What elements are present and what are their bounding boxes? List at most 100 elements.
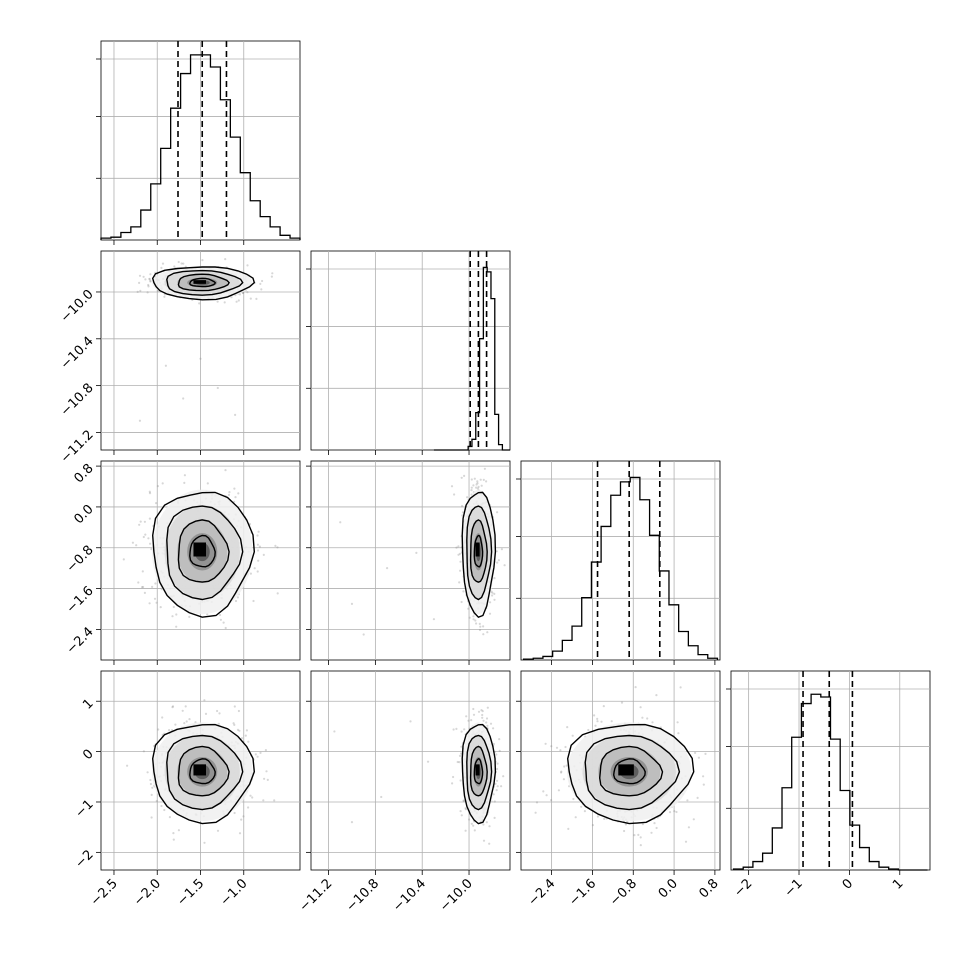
y-tick-label-1-2: −10.4: [58, 334, 97, 373]
contour-level-1: [177, 273, 230, 292]
contour-level-2: [166, 269, 244, 296]
sample-point: [160, 804, 163, 808]
density-peak: [475, 542, 480, 557]
histogram-panel-3: [726, 670, 931, 875]
sample-point: [620, 701, 624, 704]
sample-point: [148, 278, 151, 281]
x-tick-label-2-3: 0.0: [656, 876, 681, 901]
sample-point: [155, 799, 158, 803]
scatter-panel-1-3: [306, 670, 511, 875]
sample-point: [452, 775, 455, 779]
sample-point: [673, 810, 676, 813]
sample-point: [461, 511, 465, 514]
outlier-point-2: [415, 551, 418, 554]
sample-point: [474, 619, 477, 622]
sample-point: [480, 484, 483, 487]
sample-point: [260, 288, 263, 291]
sample-point: [470, 478, 473, 481]
sample-point: [624, 823, 628, 826]
sample-point: [263, 777, 266, 780]
sample-point: [142, 585, 145, 589]
x-tick-label-0-1: −2.0: [131, 876, 164, 909]
y-tick-label-1-1: −10.8: [58, 381, 97, 420]
sample-point: [161, 716, 164, 719]
sample-point: [686, 799, 689, 802]
sample-point: [489, 722, 493, 725]
sample-point: [497, 559, 500, 562]
sample-point: [251, 796, 254, 799]
sample-point: [171, 705, 175, 708]
x-tick-label-0-3: −1.0: [218, 876, 251, 909]
sample-point: [467, 607, 470, 610]
sample-point: [451, 782, 454, 785]
y-tick-label-2-4: 0.8: [71, 461, 96, 486]
sample-point: [684, 840, 688, 843]
sample-point: [458, 552, 461, 555]
x-tick-label-1-1: −10.8: [343, 876, 382, 915]
sample-point: [148, 492, 152, 495]
x-tick-label-0-0: −2.5: [88, 876, 121, 909]
sample-point: [137, 581, 140, 584]
sample-point: [188, 615, 191, 619]
sample-point: [486, 631, 489, 634]
histogram-step-2: [522, 476, 719, 660]
sample-point: [496, 561, 499, 564]
scatter-panel-1-2: [306, 460, 511, 665]
sample-point: [257, 559, 260, 562]
sample-point: [153, 597, 157, 600]
sample-point: [495, 753, 498, 756]
sample-point: [485, 721, 488, 724]
sample-point: [151, 786, 154, 789]
sample-point: [276, 546, 279, 549]
sample-point: [236, 728, 240, 732]
sample-point: [198, 302, 201, 305]
sample-point: [479, 478, 482, 481]
sample-point: [149, 279, 152, 282]
contour-level-1: [469, 519, 488, 583]
sample-point: [149, 778, 152, 782]
scatter-panel-2-3: [516, 670, 721, 875]
sample-point: [475, 486, 478, 489]
sample-point: [180, 262, 183, 265]
sample-point: [249, 297, 252, 300]
sample-point: [460, 814, 463, 817]
sample-point: [488, 612, 492, 615]
sample-point: [237, 492, 240, 495]
histogram-panel-1-frame: [310, 250, 511, 451]
sample-point: [493, 598, 496, 601]
y-tick-label-3-3: 1: [80, 696, 96, 712]
sample-point: [459, 560, 462, 563]
sample-point: [264, 749, 267, 752]
sample-point: [633, 834, 636, 837]
sample-point: [486, 706, 489, 709]
sample-point: [496, 762, 499, 765]
sample-point: [126, 764, 129, 767]
sample-point: [587, 728, 590, 732]
sample-point: [676, 721, 679, 724]
sample-point: [155, 601, 158, 604]
sample-point: [244, 734, 247, 737]
sample-point: [458, 581, 461, 584]
sample-point: [142, 275, 145, 278]
sample-point: [227, 493, 231, 496]
sample-point: [696, 796, 699, 800]
sample-point: [256, 549, 260, 552]
sample-point: [148, 277, 151, 280]
sample-point: [583, 810, 587, 813]
sample-point: [172, 838, 175, 841]
sample-point: [646, 717, 649, 720]
sample-point: [256, 570, 259, 573]
sample-point: [237, 299, 240, 302]
sample-point: [482, 633, 485, 636]
sample-point: [495, 789, 498, 792]
outlier-point-5: [362, 633, 365, 636]
outlier-point-4: [432, 618, 436, 621]
sample-point: [256, 755, 259, 758]
sample-point: [639, 844, 642, 847]
sample-point: [489, 601, 492, 604]
sample-point: [138, 281, 141, 284]
y-tick-label-2-1: −1.6: [64, 584, 97, 617]
sample-point: [488, 825, 491, 828]
sample-point: [639, 836, 642, 839]
sample-point: [475, 483, 478, 486]
